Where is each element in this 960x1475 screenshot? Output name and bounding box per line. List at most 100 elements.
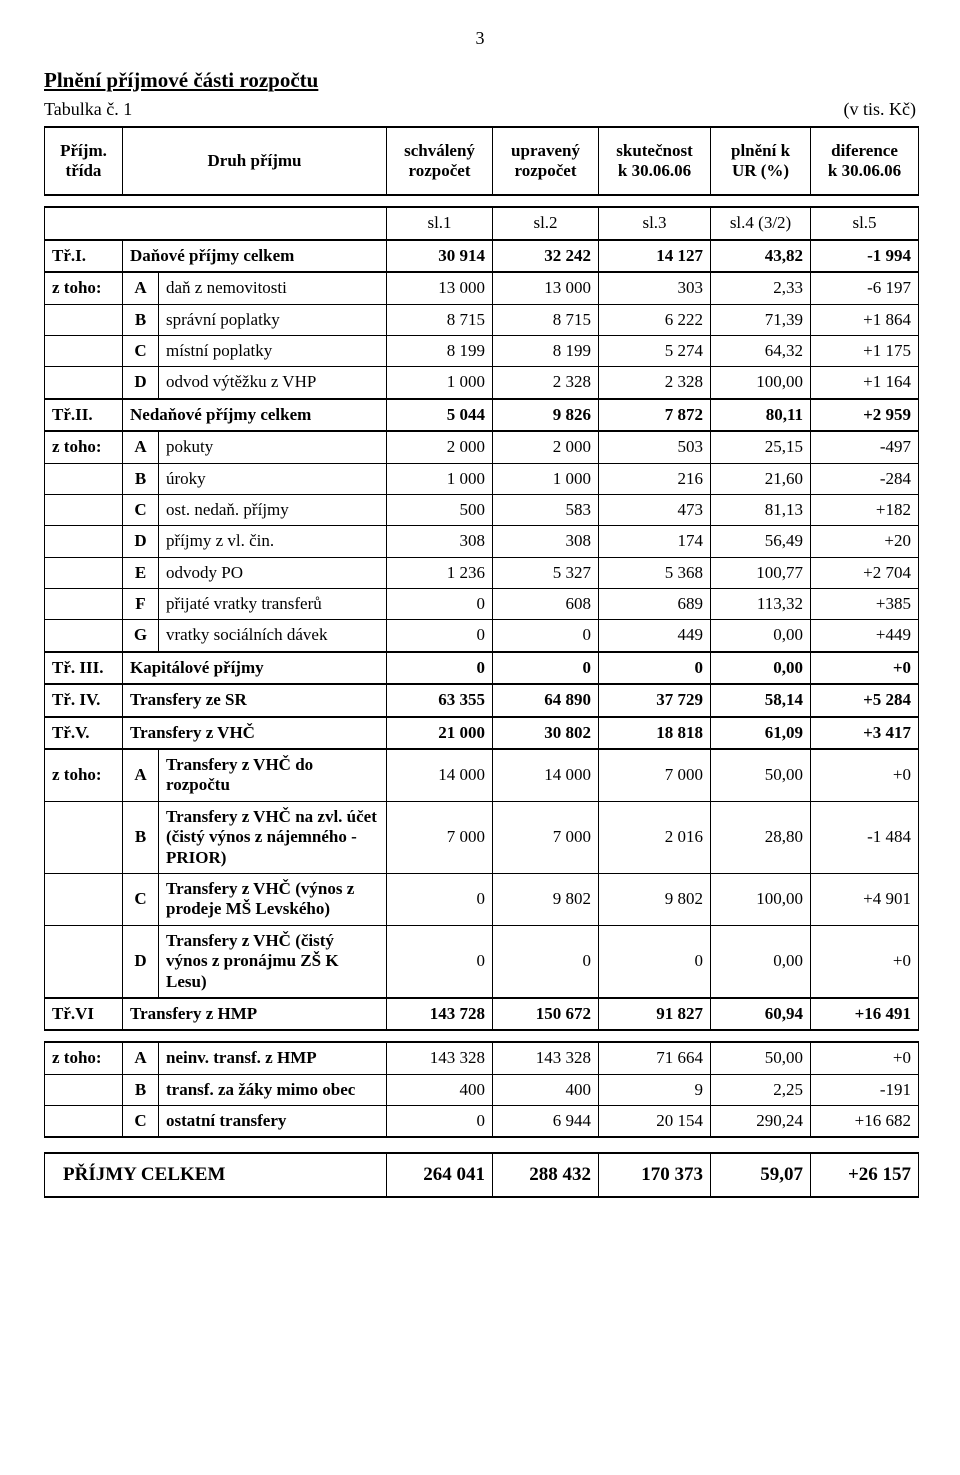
row-val: 7 000	[599, 749, 711, 801]
hdr-class: Příjm.třída	[45, 127, 123, 195]
val: 32 242	[493, 240, 599, 272]
row-val: +20	[811, 526, 919, 557]
val: 0	[387, 652, 493, 684]
section-III: Tř. III.Kapitálové příjmy0000,00+0	[45, 652, 919, 684]
table-row: Cost. nedaň. příjmy50058347381,13+182	[45, 494, 919, 525]
row-key: A	[123, 431, 159, 463]
row-val: 9	[599, 1074, 711, 1105]
hdr-plneni: plnění kUR (%)	[711, 127, 811, 195]
section-label: Nedaňové příjmy celkem	[123, 399, 387, 431]
val: 61,09	[711, 717, 811, 749]
section-label: Kapitálové příjmy	[123, 652, 387, 684]
row-key: B	[123, 801, 159, 873]
val: 143 728	[387, 998, 493, 1030]
table-row: Btransf. za žáky mimo obec40040092,25-19…	[45, 1074, 919, 1105]
row-val: 9 802	[599, 873, 711, 925]
table-row: CTransfery z VHČ (výnos z prodeje MŠ Lev…	[45, 873, 919, 925]
row-label: vratky sociálních dávek	[159, 620, 387, 652]
row-val: 71,39	[711, 304, 811, 335]
val: 150 672	[493, 998, 599, 1030]
row-val: -284	[811, 463, 919, 494]
row-key: G	[123, 620, 159, 652]
class-label: Tř.V.	[45, 717, 123, 749]
row-val: 0	[387, 1106, 493, 1138]
row-key: C	[123, 1106, 159, 1138]
row-val: 2 016	[599, 801, 711, 873]
total-label: PŘÍJMY CELKEM	[45, 1153, 387, 1197]
row-val: -191	[811, 1074, 919, 1105]
row-val: 0	[387, 589, 493, 620]
val: 9 826	[493, 399, 599, 431]
row-val: 308	[493, 526, 599, 557]
row-val: 13 000	[387, 272, 493, 304]
row-val: 2,33	[711, 272, 811, 304]
row-val: 143 328	[387, 1042, 493, 1074]
row-val: 2 000	[387, 431, 493, 463]
row-label: úroky	[159, 463, 387, 494]
table-row: BTransfery z VHČ na zvl. účet (čistý výn…	[45, 801, 919, 873]
row-label: správní poplatky	[159, 304, 387, 335]
row-val: 8 199	[387, 335, 493, 366]
row-val: 2 328	[493, 367, 599, 399]
row-label: přijaté vratky transferů	[159, 589, 387, 620]
row-val: 1 000	[387, 463, 493, 494]
row-val: 14 000	[493, 749, 599, 801]
row-key: A	[123, 272, 159, 304]
row-val: 503	[599, 431, 711, 463]
row-val: 0	[599, 925, 711, 998]
row-val: +1 864	[811, 304, 919, 335]
row-val: +182	[811, 494, 919, 525]
row-val: 216	[599, 463, 711, 494]
row-val: 5 327	[493, 557, 599, 588]
table-row: Gvratky sociálních dávek004490,00+449	[45, 620, 919, 652]
val: 60,94	[711, 998, 811, 1030]
row-key: C	[123, 873, 159, 925]
row-val: 608	[493, 589, 599, 620]
section-IV: Tř. IV.Transfery ze SR63 35564 89037 729…	[45, 684, 919, 716]
row-key: D	[123, 367, 159, 399]
table-row: Eodvody PO1 2365 3275 368100,77+2 704	[45, 557, 919, 588]
row-val: 0,00	[711, 620, 811, 652]
section-label: Transfery z HMP	[123, 998, 387, 1030]
sl-c7: sl.5	[811, 207, 919, 239]
row-val: 689	[599, 589, 711, 620]
row-val: 143 328	[493, 1042, 599, 1074]
val: 0,00	[711, 652, 811, 684]
val: +3 417	[811, 717, 919, 749]
sl-c3: sl.1	[387, 207, 493, 239]
row-val: +4 901	[811, 873, 919, 925]
row-val: 100,77	[711, 557, 811, 588]
section-II: Tř.II.Nedaňové příjmy celkem5 0449 8267 …	[45, 399, 919, 431]
val: 64 890	[493, 684, 599, 716]
sl-c5: sl.3	[599, 207, 711, 239]
table-row: Costatní transfery06 94420 154290,24+16 …	[45, 1106, 919, 1138]
row-label: odvod výtěžku z VHP	[159, 367, 387, 399]
hdr-schval: schválenýrozpočet	[387, 127, 493, 195]
row-val: 81,13	[711, 494, 811, 525]
total-val: 264 041	[387, 1153, 493, 1197]
row-label: místní poplatky	[159, 335, 387, 366]
total-val: 170 373	[599, 1153, 711, 1197]
row-val: 50,00	[711, 749, 811, 801]
row-val: 100,00	[711, 367, 811, 399]
table-row: Bsprávní poplatky8 7158 7156 22271,39+1 …	[45, 304, 919, 335]
val: 5 044	[387, 399, 493, 431]
table-row: z toho:Aneinv. transf. z HMP143 328143 3…	[45, 1042, 919, 1074]
row-key: A	[123, 749, 159, 801]
row-val: +0	[811, 749, 919, 801]
val: 14 127	[599, 240, 711, 272]
val: +16 491	[811, 998, 919, 1030]
row-val: 0	[387, 873, 493, 925]
ztoho-label: z toho:	[45, 1042, 123, 1074]
row-val: 71 664	[599, 1042, 711, 1074]
ztoho-label: z toho:	[45, 272, 123, 304]
class-label: Tř. IV.	[45, 684, 123, 716]
table-row: Dodvod výtěžku z VHP1 0002 3282 328100,0…	[45, 367, 919, 399]
val: 43,82	[711, 240, 811, 272]
val: +5 284	[811, 684, 919, 716]
val: 30 802	[493, 717, 599, 749]
row-val: 0	[493, 620, 599, 652]
row-val: 64,32	[711, 335, 811, 366]
val: 0	[599, 652, 711, 684]
row-label: ost. nedaň. příjmy	[159, 494, 387, 525]
